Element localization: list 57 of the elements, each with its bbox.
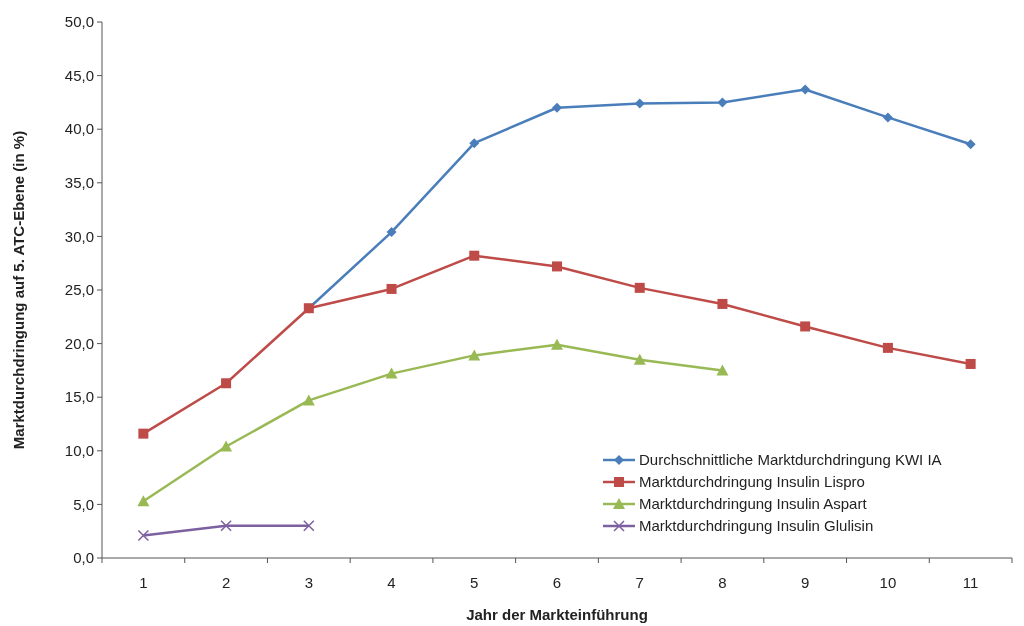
- y-tick-label: 35,0: [64, 174, 94, 192]
- point: [716, 364, 729, 376]
- point: [634, 282, 645, 293]
- y-tick-label: 10,0: [64, 442, 94, 460]
- x-tick-label: 1: [139, 574, 148, 591]
- point: [882, 112, 893, 123]
- x-tick-label: 4: [387, 574, 396, 591]
- y-tick-label: 0,0: [73, 549, 94, 567]
- x-tick-label: 8: [718, 574, 727, 591]
- point: [634, 98, 645, 109]
- point: [137, 495, 150, 507]
- point: [551, 338, 563, 350]
- y-tick-label: 40,0: [64, 120, 94, 138]
- point: [552, 102, 562, 113]
- point: [137, 529, 150, 542]
- legend-label: Marktdurchdringung Insulin Glulisin: [639, 517, 874, 535]
- x-tick-label: 9: [801, 574, 810, 591]
- point: [552, 261, 562, 272]
- x-tick-label: 2: [221, 574, 231, 591]
- x-tick-label: 6: [552, 574, 562, 591]
- point: [633, 353, 646, 365]
- legend-label: Marktdurchdringung Insulin Lispro: [639, 473, 865, 491]
- x-tick-label: 5: [470, 574, 479, 591]
- x-tick-label: 11: [962, 574, 979, 591]
- y-tick-label: 50,0: [64, 13, 94, 31]
- point: [386, 283, 397, 294]
- point: [138, 428, 149, 439]
- point: [717, 298, 728, 309]
- point: [965, 358, 976, 369]
- point: [800, 84, 811, 95]
- point: [386, 227, 397, 238]
- x-tick-label: 3: [304, 574, 313, 591]
- point: [220, 520, 232, 532]
- point: [469, 250, 480, 261]
- point: [303, 520, 315, 532]
- y-tick-label: 15,0: [64, 388, 94, 406]
- y-tick-label: 5,0: [73, 495, 94, 513]
- y-tick-label: 45,0: [64, 66, 94, 84]
- point: [302, 394, 315, 406]
- point: [800, 321, 811, 332]
- y-axis-title: Marktdurchdringung auf 5. ATC-Ebene (in %): [10, 130, 27, 450]
- y-tick-label: 20,0: [64, 334, 94, 352]
- x-axis-title: Jahr der Markteinführung: [466, 606, 648, 623]
- y-tick-label: 30,0: [64, 227, 94, 245]
- point: [220, 440, 233, 452]
- x-tick-label: 10: [879, 574, 897, 591]
- point: [385, 367, 398, 379]
- point: [469, 138, 480, 149]
- x-tick-label: 7: [635, 574, 644, 591]
- point: [221, 378, 232, 389]
- point: [965, 139, 976, 150]
- point: [468, 349, 481, 361]
- y-tick-label: 25,0: [64, 281, 94, 299]
- point: [717, 97, 728, 108]
- legend-label: Marktdurchdringung Insulin Aspart: [639, 495, 868, 513]
- point: [882, 342, 893, 353]
- legend-label: Durchschnittliche Marktdurchdringung KWI IA: [639, 451, 942, 469]
